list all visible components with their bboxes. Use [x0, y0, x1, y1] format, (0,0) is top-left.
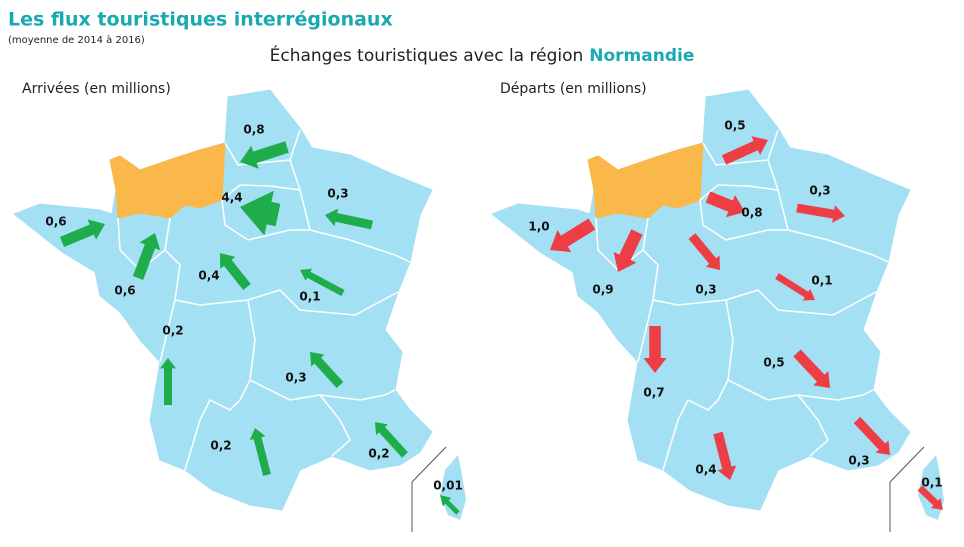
flow-label: 0,3 [809, 184, 830, 198]
flow-arrow [325, 208, 373, 230]
flow-arrow [853, 416, 890, 455]
corsica-inset [411, 446, 447, 532]
region-border [662, 299, 734, 471]
flow-label: 0,6 [45, 215, 66, 229]
map-shapes [13, 89, 466, 532]
region-border [777, 189, 889, 263]
flow-label: 0,2 [368, 447, 389, 461]
flow-label: 1,0 [528, 220, 549, 234]
flow-arrow [220, 253, 251, 291]
region-border [164, 217, 399, 316]
flow-arrow [240, 190, 281, 236]
region-border [637, 299, 654, 363]
map-title: Départs (en millions) [500, 81, 647, 97]
corsica-inset [889, 446, 925, 532]
title: Les flux touristiques interrégionaux [8, 9, 393, 31]
flow-arrow [793, 349, 830, 388]
region-border [184, 299, 256, 471]
flow-label: 0,3 [285, 371, 306, 385]
flow-arrow [310, 352, 344, 389]
flow-arrow [643, 326, 667, 373]
flow-arrow [713, 431, 737, 480]
flow-label: 0,5 [724, 119, 745, 133]
region-border [221, 199, 310, 241]
flow-label: 0,01 [433, 479, 463, 493]
map-shapes [491, 89, 944, 532]
flow-label: 4,4 [221, 191, 242, 205]
region-border [699, 159, 780, 201]
flow-arrow [132, 233, 161, 280]
flow-label: 0,1 [811, 274, 832, 288]
flow-arrow [440, 495, 460, 515]
flow-label: 0,9 [592, 283, 613, 297]
map-title: Arrivées (en millions) [22, 81, 171, 97]
flow-arrow [688, 233, 720, 270]
flow-label: 0,8 [741, 206, 762, 220]
region-border [159, 299, 176, 363]
flow-label: 0,3 [695, 283, 716, 297]
france-map: Départs (en millions) 0,5 0,8 0,3 1,0 0,9 0,3 0… [491, 81, 944, 532]
subtitle: (moyenne de 2014 à 2016) [8, 34, 145, 46]
region-border [221, 159, 302, 201]
heading: Échanges touristiques avec la région Norm… [270, 44, 695, 66]
region-border [702, 129, 779, 166]
flow-label: 0,4 [198, 269, 219, 283]
flow-arrow [300, 268, 345, 297]
flow-arrow [249, 428, 271, 476]
flow-arrow [796, 203, 845, 223]
flow-label: 0,8 [243, 123, 264, 137]
region-border [319, 394, 351, 457]
flow-arrow [159, 358, 177, 405]
region-border [299, 189, 411, 263]
flow-label: 0,1 [299, 290, 320, 304]
region-border [224, 129, 301, 166]
heading-text: Échanges touristiques avec la région [270, 44, 584, 66]
flow-arrow [240, 141, 289, 169]
region-border [642, 217, 877, 316]
flow-arrow [375, 422, 408, 458]
france-map: Arrivées (en millions) 0,8 4,4 0,3 0,6 0,6 0,4… [13, 81, 466, 532]
flow-label: 0,3 [848, 454, 869, 468]
region-border [699, 199, 788, 241]
normandy-region [587, 142, 704, 219]
region-border [727, 379, 874, 401]
flow-arrow [550, 218, 596, 253]
flow-label: 0,2 [210, 439, 231, 453]
flow-arrow [705, 191, 745, 218]
flow-arrow [613, 229, 643, 272]
region-border [117, 217, 166, 272]
flow-arrow [59, 219, 105, 248]
flow-label: 0,1 [921, 476, 942, 490]
region-border [249, 379, 396, 401]
flow-label: 0,7 [643, 386, 664, 400]
flow-label: 0,3 [327, 187, 348, 201]
region-border [797, 394, 829, 457]
normandy-region [109, 142, 226, 219]
flow-arrow [775, 273, 815, 301]
flow-label: 0,5 [763, 356, 784, 370]
flow-arrow [721, 136, 768, 165]
flow-label: 0,6 [114, 284, 135, 298]
flow-label: 0,4 [695, 463, 716, 477]
flow-label: 0,2 [162, 324, 183, 338]
flow-arrow [917, 485, 943, 510]
heading-region: Normandie [589, 46, 694, 66]
